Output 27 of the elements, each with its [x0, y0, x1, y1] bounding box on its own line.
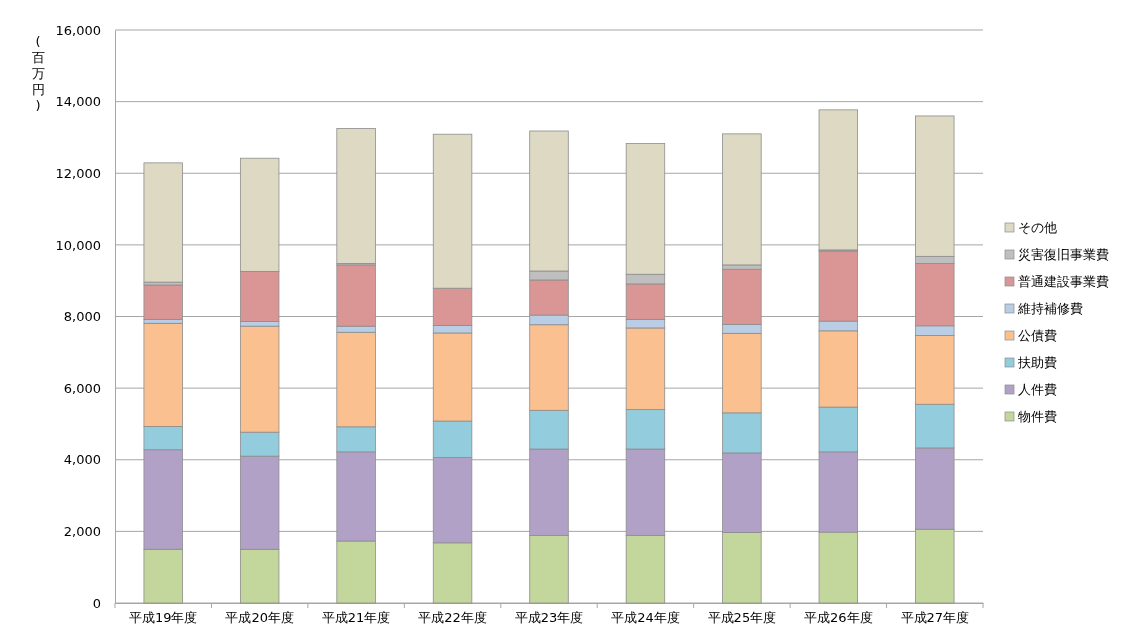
- y-tick-label: 12,000: [55, 165, 101, 181]
- legend-label: その他: [1018, 220, 1057, 235]
- x-tick-label: 平成19年度: [128, 610, 198, 626]
- y-tick-label: 10,000: [55, 237, 101, 253]
- legend-label: 維持補修費: [1017, 301, 1083, 316]
- x-tick-label: 平成23年度: [514, 610, 584, 626]
- x-tick-label: 平成27年度: [900, 610, 970, 626]
- y-tick-label: 2,000: [63, 524, 101, 540]
- legend-label: 公債費: [1018, 328, 1057, 343]
- x-tick-label: 平成20年度: [225, 610, 294, 626]
- legend-label: 災害復旧事業費: [1018, 247, 1109, 262]
- x-tick-label: 平成26年度: [804, 610, 873, 626]
- legend-label: 扶助費: [1017, 355, 1057, 370]
- x-tick-label: 平成24年度: [611, 610, 680, 626]
- legend-label: 普通建設事業費: [1018, 274, 1109, 289]
- y-tick-label: 4,000: [63, 452, 101, 468]
- legend-label: 物件費: [1018, 409, 1057, 424]
- x-tick-label: 平成21年度: [321, 610, 391, 626]
- y-tick-label: 14,000: [55, 94, 101, 110]
- legend-label: 人件費: [1018, 382, 1057, 397]
- y-tick-label: 6,000: [63, 380, 101, 396]
- x-tick-label: 平成22年度: [418, 610, 487, 626]
- y-tick-label: 16,000: [55, 22, 101, 38]
- y-axis-title: (百万円): [31, 34, 45, 113]
- y-tick-label: 0: [92, 595, 101, 611]
- x-tick-label: 平成25年度: [707, 610, 777, 626]
- y-tick-label: 8,000: [63, 309, 101, 325]
